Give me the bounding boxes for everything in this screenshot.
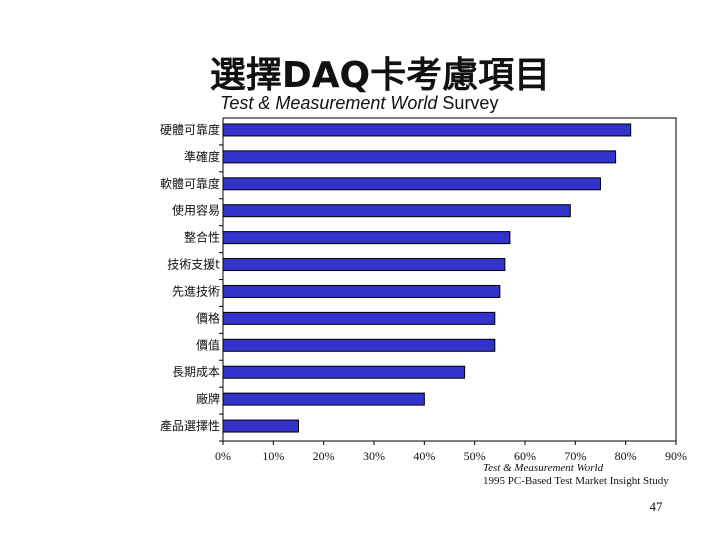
category-label: 軟體可靠度 <box>160 176 220 191</box>
category-label: 長期成本 <box>172 365 220 379</box>
category-label: 價格 <box>196 310 220 325</box>
bar <box>222 419 299 433</box>
plot-border <box>222 117 677 442</box>
plot-frame <box>222 117 677 442</box>
bar <box>222 284 501 298</box>
bars <box>222 123 632 433</box>
page-number: 47 <box>649 499 663 514</box>
subtitle-survey: Survey <box>437 93 499 113</box>
bar <box>222 231 511 245</box>
category-label: 先進技術 <box>172 284 220 298</box>
bar <box>222 150 617 164</box>
bar <box>222 311 496 325</box>
category-label: 使用容易 <box>172 203 220 218</box>
x-tick-label: 30% <box>363 449 385 463</box>
source-note: Test & Measurement World 1995 PC-Based T… <box>483 462 720 488</box>
bar <box>222 338 496 352</box>
x-tick-label: 40% <box>413 449 435 463</box>
bar <box>222 177 601 191</box>
slide-title: 選擇DAQ卡考慮項目 <box>209 55 551 96</box>
source-study: 1995 PC-Based Test Market Insight Study <box>483 475 669 487</box>
x-tick-label: 20% <box>313 449 335 463</box>
x-tick-label: 80% <box>615 449 637 463</box>
subtitle-publication: Test & Measurement World <box>220 93 438 113</box>
x-tick-label: 10% <box>262 449 284 463</box>
chart-subtitle: Test & Measurement World Survey <box>220 93 640 114</box>
bar <box>222 392 425 406</box>
x-tick-label: 0% <box>215 449 231 463</box>
bar <box>222 365 466 379</box>
category-label: 準確度 <box>184 149 220 164</box>
x-axis-ticks: 0% 10% 20% 30% 40% 50% 60% 70% 80% 90% <box>215 441 687 463</box>
category-label: 產品選擇性 <box>160 418 220 433</box>
category-label: 硬體可靠度 <box>160 122 220 137</box>
category-label: 技術支援t <box>167 258 220 272</box>
category-label: 價值 <box>196 337 220 352</box>
x-tick-label: 50% <box>464 449 486 463</box>
bar <box>222 123 632 137</box>
x-tick-label: 60% <box>514 449 536 463</box>
bar <box>222 258 506 272</box>
x-tick-label: 70% <box>564 449 586 463</box>
category-label: 廠牌 <box>196 391 220 406</box>
bar <box>222 204 571 218</box>
category-label: 整合性 <box>184 230 220 245</box>
source-publication: Test & Measurement World <box>483 462 604 474</box>
x-tick-label: 90% <box>665 449 687 463</box>
